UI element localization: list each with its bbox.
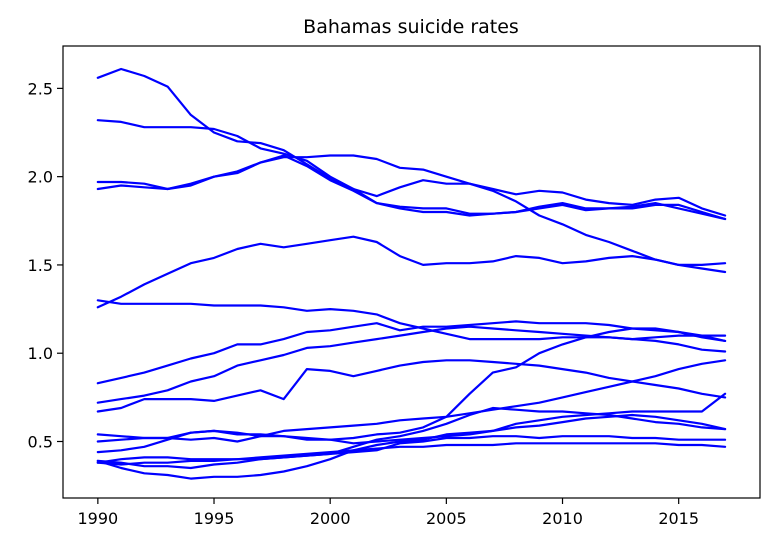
series-line-15 — [96, 442, 727, 466]
plot-area-frame — [62, 45, 761, 499]
series-line-1 — [96, 67, 727, 217]
series-line-5 — [96, 235, 727, 309]
series-line-14 — [96, 435, 727, 464]
x-tick-label: 1995 — [194, 509, 235, 528]
y-axis-ticks: 0.5 1.0 1.5 2.0 2.5 — [28, 79, 63, 452]
x-tick-label: 2010 — [542, 509, 583, 528]
x-tick-label: 2000 — [310, 509, 351, 528]
x-tick-label: 2015 — [658, 509, 699, 528]
y-tick-label: 1.5 — [28, 256, 53, 275]
series-line-8 — [96, 325, 727, 404]
y-tick-label: 0.5 — [28, 433, 53, 452]
y-tick-label: 1.0 — [28, 344, 53, 363]
series-line-9 — [96, 359, 727, 413]
x-tick-label: 1990 — [77, 509, 118, 528]
series-line-16 — [96, 392, 727, 480]
series-line-7 — [96, 320, 727, 385]
x-axis-ticks: 1990 1995 2000 2005 2010 2015 — [77, 498, 699, 528]
y-tick-label: 2.0 — [28, 168, 53, 187]
series-line-4 — [96, 154, 727, 274]
chart-title: Bahamas suicide rates — [303, 16, 519, 38]
x-tick-label: 2005 — [426, 509, 467, 528]
series-line-13 — [96, 406, 727, 470]
series-layer — [96, 67, 727, 480]
y-tick-label: 2.5 — [28, 79, 53, 98]
series-line-10 — [96, 359, 727, 443]
series-line-11 — [96, 327, 727, 443]
